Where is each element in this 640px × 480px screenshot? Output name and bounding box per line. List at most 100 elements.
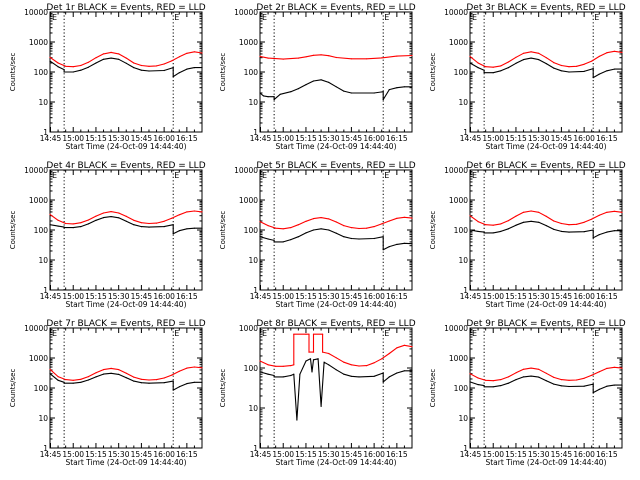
data-point [388,376,390,378]
x-tick-label: 15:15 [85,450,107,459]
series-line [469,57,622,79]
data-point [65,379,67,381]
data-point [322,351,324,353]
data-point [483,69,485,71]
data-point [163,63,165,65]
data-point [621,211,623,213]
data-point [140,226,142,228]
data-point [282,365,284,367]
data-point [515,56,517,58]
chart-title: Det 8r BLACK = Events, RED = LLD [256,319,415,329]
y-tick-label: 1000 [449,38,468,47]
data-point [102,369,105,371]
data-point [381,358,383,360]
data-point [592,392,594,394]
data-point [382,372,384,374]
corner-mark: E [594,13,599,22]
data-point [282,58,284,60]
data-point [63,381,65,383]
data-point [305,333,307,335]
data-point [63,227,65,229]
data-point [312,229,315,231]
data-point [583,231,585,233]
data-point [57,62,59,64]
x-tick-label: 16:15 [176,292,198,301]
plot-frame [469,11,623,133]
x-tick-label: 14:45 [250,450,272,459]
data-point [388,246,390,248]
x-tick-label: 16:00 [153,450,175,459]
data-point [358,227,360,230]
data-point [411,86,413,88]
data-point [469,229,471,231]
y-tick-label: 10 [248,98,258,107]
data-point [293,373,295,375]
data-point [118,369,120,371]
data-point [366,227,368,229]
x-tick-label: 16:00 [573,134,595,143]
data-point [172,233,174,235]
data-point [140,69,142,71]
data-point [178,214,180,216]
data-point [522,59,525,61]
data-point [568,379,570,381]
data-point [388,352,390,355]
y-tick-label: 100 [34,68,49,77]
data-point [621,230,623,232]
x-tick-label: 14:45 [40,292,62,301]
plot-frame [259,11,413,133]
y-axis-label: Counts/sec [9,211,17,250]
plot-frame [259,327,413,449]
data-point [592,237,594,239]
data-point [469,215,471,217]
data-point [259,360,261,362]
chart-title: Det 6r BLACK = Events, RED = LLD [466,161,625,171]
chart-panel: Det 7r BLACK = Events, RED = LLD 1 10 100 10… [9,319,206,467]
data-point [538,211,540,213]
data-point [95,219,97,221]
data-point [163,226,165,228]
data-point [201,381,203,383]
data-point [299,373,301,375]
x-tick-label: 15:30 [528,450,550,459]
y-tick-label: 10000 [234,166,258,175]
data-point [148,379,150,381]
chart-panel: Det 1r BLACK = Events, RED = LLD 1 10 100 10… [9,3,206,151]
data-point [282,228,284,230]
data-point [500,379,502,381]
y-axis-label: Counts/sec [9,53,17,92]
x-tick-label: 15:30 [108,292,130,301]
data-point [110,57,112,59]
data-point [87,219,89,221]
data-point [49,373,51,375]
data-point [163,69,165,72]
data-point [411,370,413,372]
data-point [87,223,89,225]
x-tick-label: 16:00 [573,292,595,301]
data-point [290,365,292,367]
data-point [500,70,502,72]
series-line [49,210,203,225]
data-point [72,71,74,73]
data-point [598,214,600,216]
data-point [358,376,360,378]
data-point [530,210,532,212]
data-point [553,67,555,69]
data-point [118,53,120,55]
data-point [320,228,322,230]
data-point [335,357,337,359]
data-point [358,365,360,367]
x-axis-label: Start Time (24-Oct-09 14:44:40) [65,300,186,309]
data-point [80,378,82,380]
series-line [259,333,413,367]
plot-frame [469,327,623,449]
chart-panel: Det 6r BLACK = Events, RED = LLD 1 10 100 10… [429,161,626,309]
y-tick-label: 1 [253,286,258,295]
x-tick-label: 15:45 [551,292,573,301]
data-point [477,377,479,379]
data-point [80,226,82,228]
y-tick-label: 10 [38,414,48,423]
data-point [178,56,180,58]
data-point [133,67,135,69]
data-point [102,217,105,219]
